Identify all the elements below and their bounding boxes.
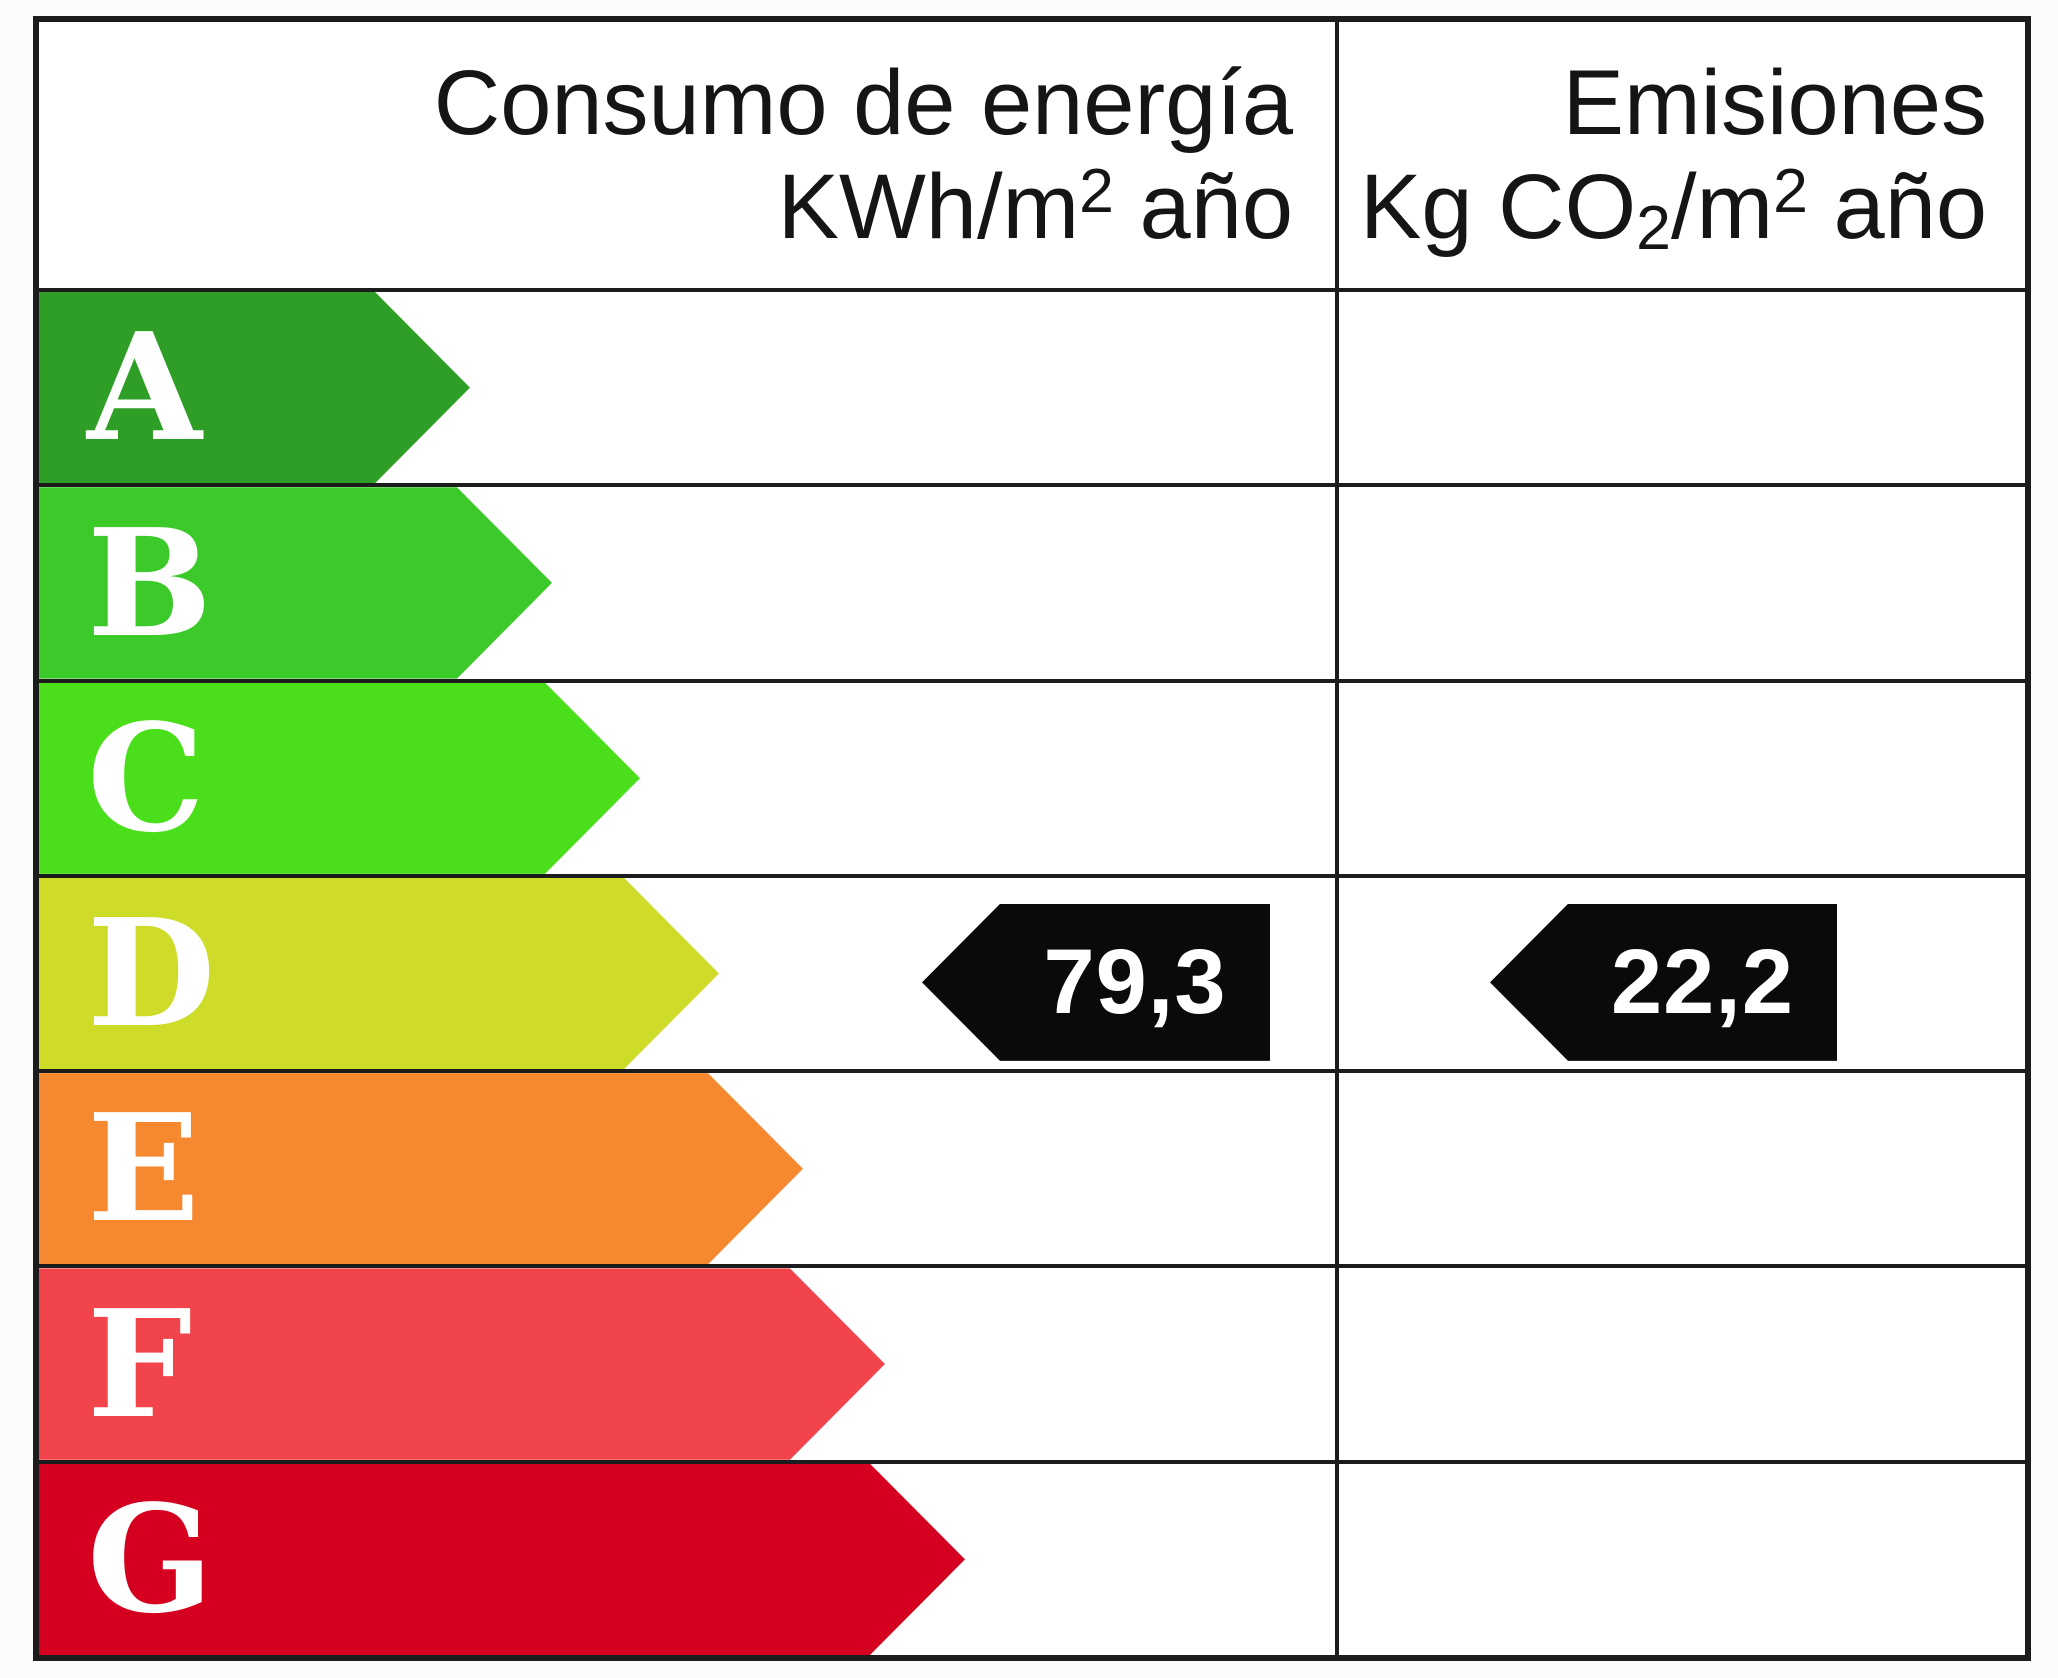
grade-letter-e: E [87, 1081, 200, 1256]
header-consumo-line1: Consumo de energía [433, 52, 1293, 154]
rating-arrow-a: A [39, 292, 470, 483]
rating-arrow-d: D [39, 878, 719, 1069]
header-consumo-line2: KWh/m2 año [777, 155, 1293, 258]
rating-table: Consumo de energía KWh/m2 año Emisiones … [33, 16, 2031, 1661]
superscript-2: 2 [1079, 155, 1114, 226]
header-emisiones: Emisiones Kg CO2/m2 año [1341, 52, 1987, 264]
rating-arrow-b: B [39, 487, 552, 678]
emisiones-value: 22,2 [1610, 931, 1795, 1034]
grade-letter-d: D [87, 886, 216, 1061]
rating-arrow-c: C [39, 683, 640, 874]
emisiones-value-arrow: 22,2 [1490, 903, 1837, 1061]
header-emisiones-line1: Emisiones [1562, 52, 1987, 154]
rating-row-a: A [39, 288, 2025, 484]
rating-arrow-f: F [39, 1268, 885, 1459]
header-consumo: Consumo de energía KWh/m2 año [39, 52, 1293, 260]
table-header: Consumo de energía KWh/m2 año Emisiones … [39, 22, 2025, 288]
rating-row-e: E [39, 1069, 2025, 1265]
superscript-2: 2 [1773, 155, 1808, 226]
rating-row-b: B [39, 483, 2025, 679]
header-emisiones-line2: Kg CO2/m2 año [1360, 155, 1987, 264]
subscript-2: 2 [1636, 193, 1671, 264]
rating-row-c: C [39, 678, 2025, 874]
grade-letter-g: G [87, 1472, 214, 1647]
grade-letter-c: C [87, 690, 205, 865]
column-divider-line [1335, 22, 1339, 1655]
grade-letter-b: B [87, 495, 213, 670]
grade-letter-a: A [87, 300, 202, 475]
rating-row-d: D 79,3 22,2 [39, 873, 2025, 1070]
rating-arrow-g: G [39, 1464, 965, 1655]
rating-row-g: G [39, 1459, 2025, 1655]
rating-arrow-e: E [39, 1073, 803, 1264]
grade-letter-f: F [87, 1276, 193, 1451]
consumo-value: 79,3 [1043, 931, 1227, 1034]
consumo-value-arrow: 79,3 [922, 903, 1270, 1061]
rating-row-f: F [39, 1264, 2025, 1460]
